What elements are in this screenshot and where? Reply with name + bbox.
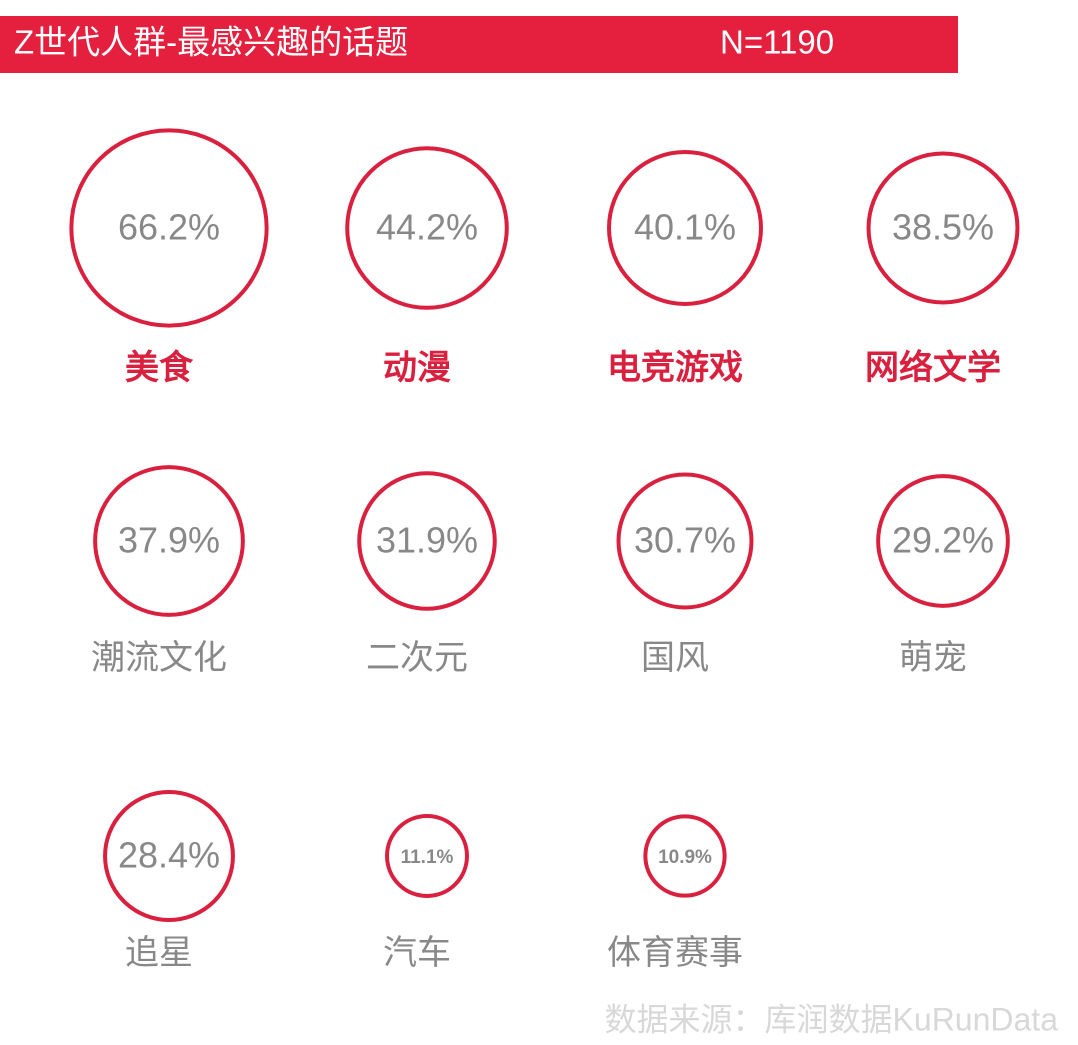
bubble xyxy=(385,814,469,898)
category-label: 动漫 xyxy=(383,349,451,387)
category-label: 网络文学 xyxy=(865,348,1001,387)
value-label: 40.1% xyxy=(634,207,736,248)
bubble xyxy=(357,471,497,611)
value-label: 30.7% xyxy=(634,520,736,561)
value-label: 10.9% xyxy=(658,847,712,868)
value-label: 11.1% xyxy=(401,847,454,868)
category-label: 体育赛事 xyxy=(607,934,743,972)
bubble xyxy=(69,128,269,328)
bubble xyxy=(643,814,727,898)
category-label: 二次元 xyxy=(366,639,468,677)
category-label: 美食 xyxy=(125,348,194,387)
value-label: 31.9% xyxy=(376,520,478,561)
category-label: 电竞游戏 xyxy=(607,349,743,387)
category-label: 国风 xyxy=(641,639,709,677)
value-label: 37.9% xyxy=(118,520,220,561)
bubble xyxy=(866,151,1020,305)
category-label: 追星 xyxy=(125,934,193,972)
value-label: 38.5% xyxy=(892,207,994,248)
title-bar xyxy=(0,16,958,73)
value-label: 44.2% xyxy=(376,207,478,248)
bubble xyxy=(607,150,763,306)
value-label: 29.2% xyxy=(892,520,994,561)
value-label: 66.2% xyxy=(118,207,220,248)
source-note: 数据来源：库润数据KuRunData xyxy=(605,1001,1059,1037)
value-label: 28.4% xyxy=(118,835,220,876)
bubble xyxy=(345,146,509,310)
category-label: 萌宠 xyxy=(899,639,967,677)
category-label: 潮流文化 xyxy=(91,639,227,677)
chart-title: Z世代人群-最感兴趣的话题 xyxy=(14,24,408,61)
category-label: 汽车 xyxy=(383,934,451,972)
bubble xyxy=(876,474,1010,608)
bubble xyxy=(103,790,235,922)
bubble xyxy=(616,472,754,610)
bubble xyxy=(93,465,245,617)
sample-size: N=1190 xyxy=(720,24,834,61)
